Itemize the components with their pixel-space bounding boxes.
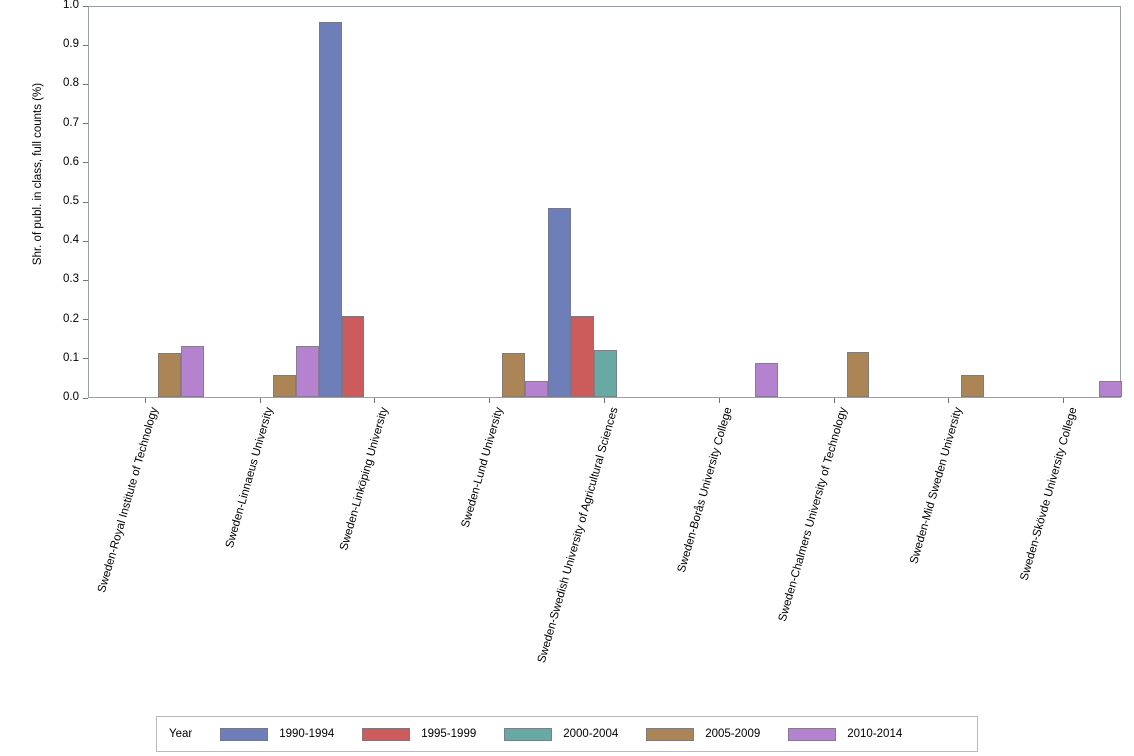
legend-label: 2010-2014: [847, 728, 903, 740]
y-axis-title: Shr. of publ. in class, full counts (%): [32, 82, 44, 266]
legend-label: 2000-2004: [563, 728, 619, 740]
y-tick-label: 1.0: [63, 0, 79, 11]
legend-entry[interactable]: 1990-1994: [220, 727, 335, 741]
legend-entries: 1990-1994 1995-1999 2000-2004 2005-2009 2010…: [220, 727, 930, 741]
bar[interactable]: [157, 352, 181, 397]
legend-swatch: [646, 727, 695, 741]
y-tick-label: 0.3: [63, 273, 79, 286]
bar[interactable]: [571, 316, 595, 397]
y-tick-label: 0.7: [63, 116, 79, 129]
legend-swatch: [504, 727, 553, 741]
x-tick-mark: [948, 398, 950, 403]
y-tick-label: 0.6: [63, 155, 79, 168]
legend-entry[interactable]: 1995-1999: [362, 727, 477, 741]
y-tick-label: 0.9: [63, 38, 79, 51]
x-tick-label: Sweden-Mid Sweden University: [908, 406, 965, 566]
y-tick-mark: [83, 83, 88, 85]
bar[interactable]: [548, 208, 572, 397]
bar[interactable]: [502, 352, 526, 397]
x-tick-label: Sweden-Swedish University of Agricultura…: [535, 406, 621, 665]
bar-series-container: [89, 7, 1122, 397]
bar-group: [778, 7, 893, 397]
legend-entry[interactable]: 2005-2009: [646, 727, 761, 741]
x-tick-mark: [833, 398, 835, 403]
y-tick-mark: [83, 201, 88, 203]
bar[interactable]: [180, 346, 204, 397]
plot-area: [88, 6, 1122, 398]
legend-entry[interactable]: 2000-2004: [504, 727, 619, 741]
bar-group: [663, 7, 778, 397]
bar-group: [318, 7, 434, 397]
bar[interactable]: [1099, 380, 1122, 397]
bar-group: [548, 7, 663, 397]
x-tick-label: Sweden-Lund University: [459, 406, 506, 530]
y-tick-label: 0.0: [63, 391, 79, 403]
y-tick-label: 0.1: [63, 351, 79, 364]
y-tick-label: 0.4: [63, 234, 79, 247]
x-tick-mark: [1063, 398, 1065, 403]
chart-legend: Year 1990-1994 1995-1999 2000-2004 2005-200…: [156, 716, 978, 752]
y-tick-mark: [83, 240, 88, 242]
y-tick-mark: [83, 279, 88, 281]
bar-group: [892, 7, 1007, 397]
x-tick-label: Sweden-Royal Institute of Technology: [96, 406, 161, 595]
legend-label: 1990-1994: [279, 728, 335, 740]
x-tick-label: Sweden-Skövde University College: [1018, 406, 1080, 582]
x-tick-mark: [144, 398, 146, 403]
y-tick-mark: [83, 162, 88, 164]
y-tick-mark: [83, 5, 88, 7]
bar-group: [204, 7, 319, 397]
x-tick-label: Sweden-Borås University College: [676, 406, 735, 574]
bar-group: [433, 7, 549, 397]
bar[interactable]: [754, 363, 778, 397]
bar[interactable]: [846, 352, 870, 397]
legend-swatch: [788, 727, 837, 741]
x-tick-mark: [489, 398, 491, 403]
legend-label: 2005-2009: [705, 728, 761, 740]
y-tick-label: 0.2: [63, 312, 79, 325]
x-tick-label: Sweden-Chalmers University of Technology: [776, 406, 850, 623]
x-tick-mark: [718, 398, 720, 403]
x-tick-mark: [374, 398, 376, 403]
bar[interactable]: [525, 380, 549, 397]
x-tick-label: Sweden-Linköping University: [338, 406, 391, 552]
legend-swatch: [220, 727, 269, 741]
x-tick-mark: [259, 398, 261, 403]
y-tick-mark: [83, 123, 88, 125]
bar-group: [1007, 7, 1122, 397]
bar[interactable]: [272, 374, 296, 397]
bar[interactable]: [318, 22, 342, 397]
bar[interactable]: [295, 346, 319, 397]
y-tick-mark: [83, 397, 88, 399]
x-tick-mark: [604, 398, 605, 403]
bar[interactable]: [594, 350, 617, 397]
legend-title: Year: [169, 728, 193, 740]
legend-swatch: [362, 727, 411, 741]
bar[interactable]: [961, 375, 985, 397]
bar[interactable]: [341, 316, 365, 397]
legend-entry[interactable]: 2010-2014: [788, 727, 903, 741]
y-tick-label: 0.5: [63, 195, 79, 207]
y-tick-mark: [83, 44, 88, 46]
bar-group: [89, 7, 204, 397]
x-tick-label: Sweden-Linnaeus University: [223, 406, 276, 550]
legend-label: 1995-1999: [421, 728, 477, 740]
y-tick-mark: [83, 358, 88, 360]
y-tick-mark: [83, 319, 88, 321]
y-tick-label: 0.8: [63, 77, 79, 90]
